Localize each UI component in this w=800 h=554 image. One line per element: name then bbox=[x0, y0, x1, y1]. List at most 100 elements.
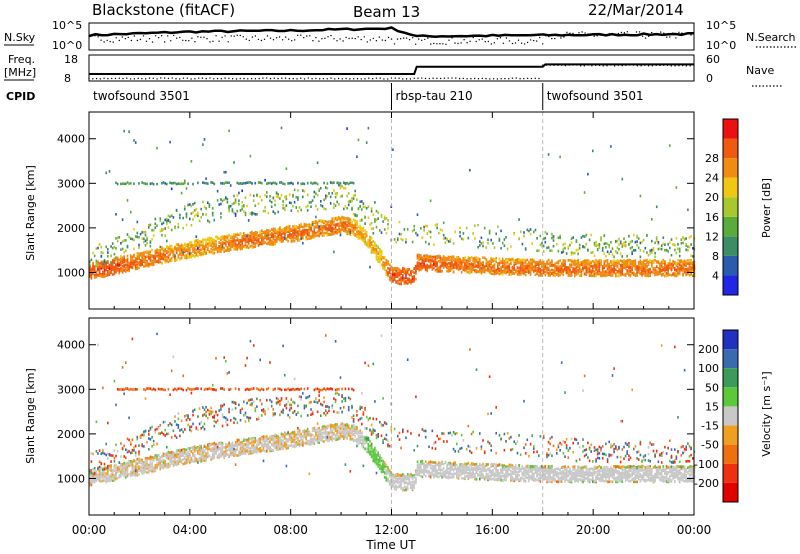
echo-cell bbox=[577, 248, 579, 252]
nsearch-point bbox=[508, 40, 511, 42]
echo-cell bbox=[657, 240, 660, 244]
nsearch-point bbox=[647, 35, 650, 37]
echo-cell bbox=[344, 217, 347, 220]
echo-cell bbox=[575, 239, 578, 242]
echo-cell bbox=[285, 195, 288, 198]
echo-cell bbox=[105, 266, 107, 270]
echo-cell bbox=[220, 247, 222, 251]
echo-cell bbox=[315, 220, 317, 223]
echo-cell bbox=[297, 236, 299, 240]
echo-cell bbox=[221, 240, 224, 244]
echo-cell bbox=[239, 243, 242, 247]
echo-cell bbox=[433, 266, 435, 270]
echo-cell bbox=[274, 227, 276, 231]
nave-point bbox=[428, 77, 430, 80]
echo-cell bbox=[277, 233, 279, 236]
echo-cell bbox=[626, 269, 628, 272]
echo-cell bbox=[687, 245, 689, 248]
echo-cell bbox=[166, 222, 168, 225]
nsearch-point bbox=[157, 37, 160, 39]
echo-cell bbox=[690, 270, 692, 273]
nsearch-point bbox=[160, 35, 163, 37]
echo-cell bbox=[123, 260, 125, 264]
echo-cell bbox=[331, 222, 334, 226]
echo-cell bbox=[331, 228, 334, 231]
echo-cell bbox=[233, 242, 235, 246]
echo-cell bbox=[403, 270, 406, 274]
echo-cell bbox=[310, 224, 312, 227]
cpid-label: CPID bbox=[6, 90, 35, 103]
echo-cell bbox=[672, 266, 674, 269]
echo-cell bbox=[241, 244, 243, 248]
echo-cell bbox=[454, 230, 456, 234]
echo-cell bbox=[152, 263, 155, 266]
echo-cell bbox=[687, 208, 689, 212]
echo-cell bbox=[528, 260, 530, 264]
echo-cell bbox=[420, 262, 422, 266]
echo-cell bbox=[416, 213, 419, 216]
echo-cell bbox=[479, 270, 481, 273]
echo-cell bbox=[229, 184, 232, 187]
nsearch-point bbox=[306, 35, 308, 37]
echo-cell bbox=[164, 249, 166, 253]
echo-cell bbox=[479, 263, 481, 267]
echo-cell bbox=[313, 230, 316, 233]
echo-cell bbox=[316, 224, 319, 227]
station-title: Blackstone (fitACF) bbox=[92, 1, 235, 19]
echo-cell bbox=[562, 261, 565, 264]
echo-cell bbox=[361, 234, 363, 237]
echo-cell bbox=[306, 228, 309, 232]
freq-tick-top: 18 bbox=[64, 53, 78, 66]
echo-cell bbox=[233, 211, 235, 215]
nave-point bbox=[103, 77, 105, 79]
echo-cell bbox=[274, 234, 276, 238]
echo-cell bbox=[592, 274, 594, 278]
echo-cell bbox=[333, 223, 335, 226]
echo-cell bbox=[574, 262, 576, 265]
echo-cell bbox=[465, 270, 468, 274]
echo-cell bbox=[470, 255, 473, 259]
echo-cell bbox=[603, 242, 606, 246]
echo-cell bbox=[464, 266, 466, 270]
echo-cell bbox=[92, 272, 94, 276]
echo-cell bbox=[524, 259, 527, 262]
echo-cell bbox=[128, 267, 130, 270]
echo-cell bbox=[665, 271, 668, 275]
echo-cell bbox=[149, 244, 152, 248]
echo-cell bbox=[474, 224, 476, 227]
echo-cell bbox=[236, 209, 239, 213]
echo-cell bbox=[284, 233, 286, 236]
echo-cell bbox=[121, 269, 124, 272]
echo-cell bbox=[111, 259, 114, 262]
echo-cell bbox=[346, 232, 348, 236]
echo-cell bbox=[631, 239, 633, 243]
echo-cell bbox=[315, 226, 317, 229]
echo-cell bbox=[148, 224, 150, 227]
echo-cell bbox=[426, 267, 429, 270]
echo-cell bbox=[583, 272, 586, 276]
echo-cell bbox=[266, 242, 268, 245]
echo-cell bbox=[134, 267, 137, 271]
echo-cell bbox=[134, 141, 137, 144]
echo-cell bbox=[405, 280, 407, 284]
nsearch-point bbox=[505, 37, 508, 39]
echo-cell bbox=[292, 230, 294, 233]
nave-point bbox=[409, 78, 412, 80]
echo-cell bbox=[557, 272, 560, 275]
echo-cell bbox=[333, 217, 335, 220]
echo-cell bbox=[223, 182, 225, 185]
echo-cell bbox=[542, 269, 545, 272]
nave-point bbox=[610, 64, 612, 66]
echo-cell bbox=[329, 229, 332, 233]
echo-cell bbox=[170, 182, 173, 185]
echo-cell bbox=[141, 254, 143, 258]
echo-cell bbox=[685, 270, 687, 274]
echo-cell bbox=[292, 228, 294, 232]
echo-cell bbox=[169, 220, 171, 224]
echo-cell bbox=[259, 181, 261, 184]
echo-cell bbox=[382, 263, 384, 267]
echo-cell bbox=[364, 215, 366, 219]
echo-cell bbox=[282, 229, 284, 232]
echo-cell bbox=[406, 271, 409, 275]
echo-cell bbox=[529, 228, 532, 231]
